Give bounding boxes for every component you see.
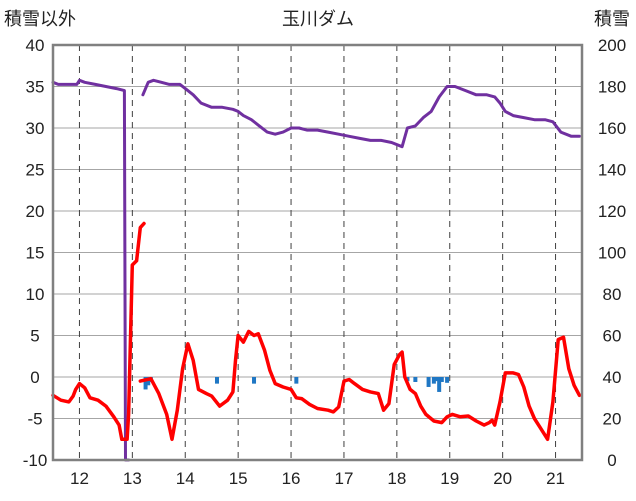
- y-axis-right-label: 積雪: [594, 9, 630, 30]
- y-right-tick-label: 60: [603, 327, 622, 346]
- x-tick-label: 19: [440, 469, 459, 488]
- precip-bar: [294, 377, 299, 384]
- series-lines: [51, 78, 582, 462]
- y-right-tick-label: 200: [598, 36, 626, 55]
- y-right-tick-label: 80: [603, 285, 622, 304]
- x-tick-label: 21: [546, 469, 565, 488]
- precip-bar: [437, 377, 442, 392]
- x-tick-label: 20: [493, 469, 512, 488]
- y-left-tick-label: -10: [23, 451, 48, 470]
- y-right-tick-label: 100: [598, 244, 626, 263]
- precip-bar: [214, 377, 219, 384]
- precip-bar: [146, 377, 151, 386]
- x-tick-label: 15: [229, 469, 248, 488]
- snow-depth-line: [141, 78, 581, 149]
- precip-bar: [252, 377, 257, 384]
- precip-bars: [143, 377, 450, 392]
- y-left-tick-label: 0: [30, 368, 39, 387]
- y-left-tick-label: 30: [26, 119, 45, 138]
- y-left-tick-label: 5: [30, 327, 39, 346]
- y-right-tick-label: 140: [598, 161, 626, 180]
- y-left-tick-label: 15: [26, 244, 45, 263]
- temperature-line: [51, 221, 146, 442]
- y-left-tick-label: 40: [26, 36, 45, 55]
- y-left-tick-label: -5: [27, 410, 42, 429]
- x-tick-label: 16: [282, 469, 301, 488]
- x-tick-label: 17: [334, 469, 353, 488]
- x-tick-label: 12: [70, 469, 89, 488]
- y-left-tick-label: 35: [26, 78, 45, 97]
- y-right-tick-label: 40: [603, 368, 622, 387]
- x-tick-label: 13: [123, 469, 142, 488]
- precip-bar: [445, 377, 450, 383]
- temperature-line: [138, 329, 582, 442]
- chart-title: 玉川ダム: [282, 9, 354, 30]
- y-right-tick-label: 0: [607, 451, 616, 470]
- y-right-tick-label: 120: [598, 202, 626, 221]
- precip-bar: [431, 377, 436, 384]
- y-right-tick-label: 160: [598, 119, 626, 138]
- y-left-tick-label: 25: [26, 161, 45, 180]
- y-right-tick-label: 180: [598, 78, 626, 97]
- snow-depth-line: [51, 78, 131, 462]
- precip-bar: [413, 377, 418, 382]
- grid: [53, 45, 582, 460]
- y-left-tick-label: 10: [26, 285, 45, 304]
- y-left-tick-label: 20: [26, 202, 45, 221]
- plot-frame: [51, 43, 584, 462]
- y-axis-left-label: 積雪以外: [4, 9, 76, 30]
- precip-bar: [143, 377, 148, 390]
- precip-bar: [426, 377, 431, 387]
- precip-bar: [434, 377, 439, 382]
- y-right-tick-label: 20: [603, 410, 622, 429]
- x-tick-label: 14: [176, 469, 195, 488]
- precip-bar: [439, 377, 444, 382]
- x-tick-label: 18: [387, 469, 406, 488]
- tick-labels: -10 -5 0 5 10 15 20 25 30 35 40 0 20 40 60 80 100 120 140 1…: [23, 36, 626, 488]
